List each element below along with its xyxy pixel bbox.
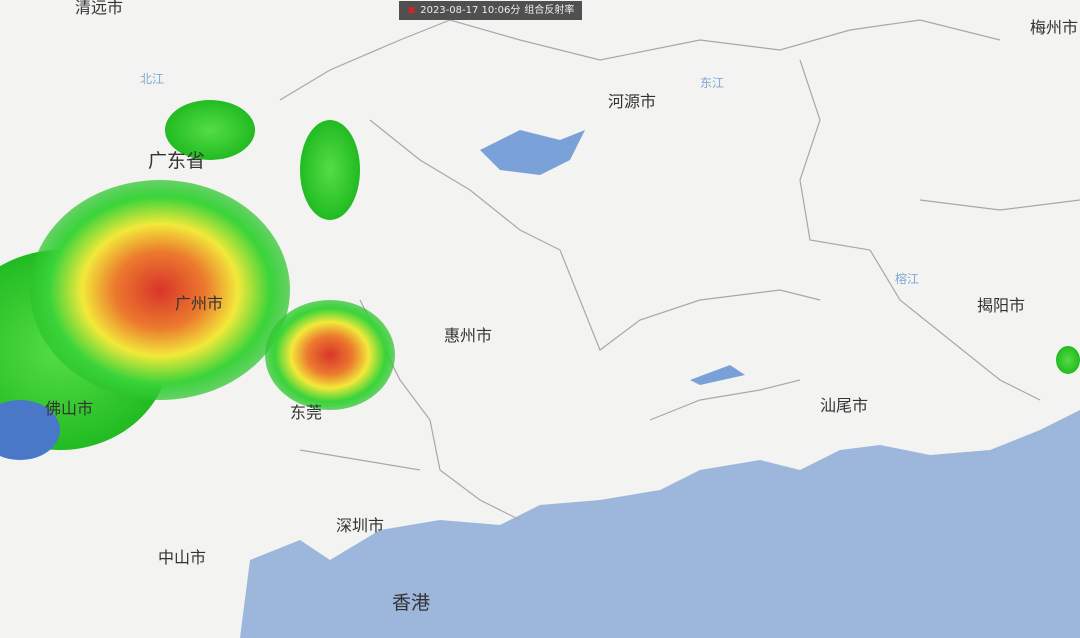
city-label: 清远市 bbox=[75, 0, 124, 17]
radar-echo bbox=[165, 100, 255, 160]
lake bbox=[690, 365, 745, 385]
city-label: 揭阳市 bbox=[977, 296, 1026, 315]
timestamp-banner: ✖ 2023-08-17 10:06分 组合反射率 bbox=[399, 1, 583, 20]
city-label: 深圳市 bbox=[336, 516, 385, 535]
product-name: 组合反射率 bbox=[524, 5, 575, 16]
close-icon[interactable]: ✖ bbox=[407, 4, 417, 17]
river-label: 榕江 bbox=[895, 272, 920, 286]
city-label: 广州市 bbox=[175, 294, 224, 313]
city-label: 惠州市 bbox=[444, 326, 493, 345]
radar-echo bbox=[1056, 346, 1080, 374]
city-label: 河源市 bbox=[608, 92, 657, 111]
river-label: 北江 bbox=[140, 72, 165, 86]
province-label: 广东省 bbox=[148, 150, 206, 172]
city-label: 东莞 bbox=[290, 403, 323, 422]
city-label: 中山市 bbox=[158, 548, 207, 567]
city-label: 香港 bbox=[392, 592, 431, 614]
lake bbox=[480, 130, 585, 175]
admin-borders bbox=[279, 19, 1080, 521]
city-label: 梅州市 bbox=[1030, 18, 1079, 37]
radar-echo bbox=[0, 400, 60, 460]
city-label: 汕尾市 bbox=[820, 396, 869, 415]
radar-echo bbox=[265, 300, 395, 410]
river-label: 东江 bbox=[700, 76, 725, 90]
radar-echo bbox=[30, 180, 290, 400]
radar-echoes bbox=[0, 100, 1080, 460]
city-label: 佛山市 bbox=[45, 399, 94, 418]
radar-echo bbox=[300, 120, 360, 220]
timestamp: 2023-08-17 10:06分 bbox=[420, 5, 521, 16]
sea-area bbox=[240, 410, 1080, 638]
